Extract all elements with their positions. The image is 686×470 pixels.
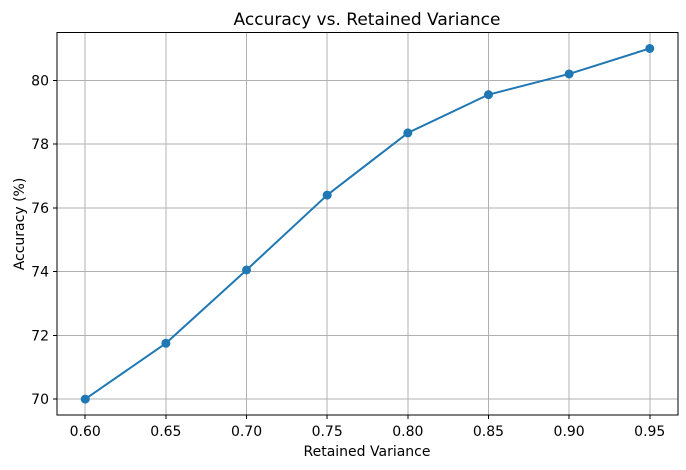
data-point-marker	[564, 69, 574, 79]
x-axis-label: Retained Variance	[303, 444, 431, 460]
data-point-marker	[80, 394, 90, 404]
x-tick-label: 0.95	[634, 424, 665, 440]
x-tick-label: 0.70	[231, 424, 262, 440]
x-tick-label: 0.80	[392, 424, 423, 440]
y-tick-label: 70	[31, 392, 49, 408]
data-point-marker	[403, 128, 413, 138]
y-tick-label: 74	[31, 265, 49, 281]
y-axis-label: Accuracy (%)	[12, 177, 28, 271]
y-tick-label: 80	[31, 73, 49, 89]
y-tick-label: 72	[31, 328, 49, 344]
data-point-marker	[645, 43, 655, 53]
data-line	[84, 47, 651, 401]
x-tick-label: 0.65	[150, 424, 181, 440]
chart-title: Accuracy vs. Retained Variance	[233, 10, 501, 30]
data-point-marker	[483, 90, 493, 100]
x-tick-label: 0.90	[554, 424, 585, 440]
x-tick-label: 0.60	[70, 424, 101, 440]
y-tick-label: 78	[31, 137, 49, 153]
axes-frame	[56, 32, 679, 416]
data-point-marker	[242, 265, 252, 275]
data-point-marker	[161, 338, 171, 348]
x-tick-label: 0.85	[473, 424, 504, 440]
y-tick-label: 76	[31, 201, 49, 217]
data-point-marker	[322, 190, 332, 200]
x-tick-label: 0.75	[312, 424, 343, 440]
